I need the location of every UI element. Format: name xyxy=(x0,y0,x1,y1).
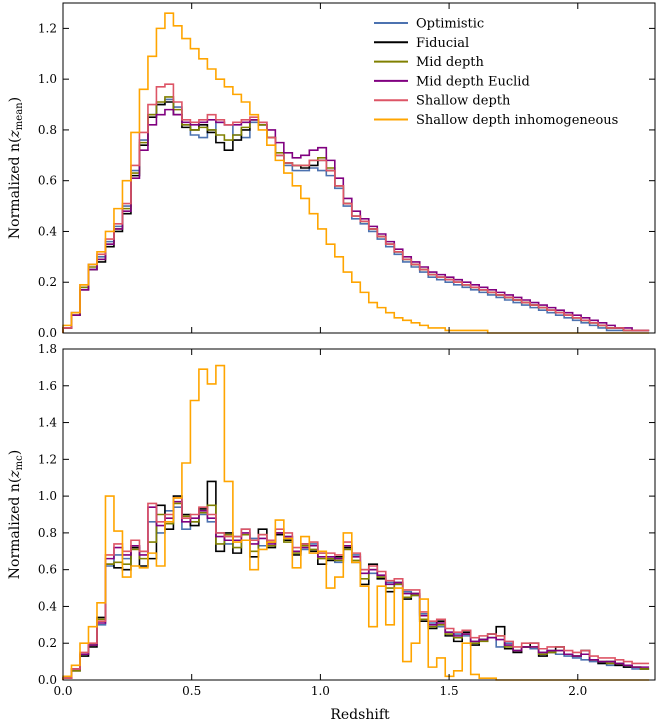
bottom-x-tick-label: 1.5 xyxy=(440,684,459,698)
bottom-series-shallow-depth xyxy=(62,497,650,680)
top-series-shallow-depth-inhomogeneous xyxy=(62,12,650,334)
top-series-shallow-depth xyxy=(62,83,650,333)
bottom-series-optimistic xyxy=(62,506,650,680)
top-plot-frame xyxy=(62,2,656,334)
bottom-y-tick-label: 0.8 xyxy=(38,526,57,540)
top-series-fiducial xyxy=(62,101,650,333)
bottom-x-tick-label: 0.5 xyxy=(182,684,201,698)
bottom-y-tick-label: 1.2 xyxy=(38,452,57,466)
legend-item: Fiducial xyxy=(374,36,469,51)
bottom-y-tick-label: 0.6 xyxy=(38,563,57,577)
bottom-y-tick-label: 0.2 xyxy=(38,636,57,650)
top-y-tick-label: 0.6 xyxy=(38,174,57,188)
legend: Optimistic Fiducial Mid depth Mid depth Euc… xyxy=(374,17,618,128)
bottom-y-tick-label: 1.6 xyxy=(38,379,57,393)
bottom-series-mid-depth-euclid xyxy=(62,500,650,680)
top-series-mid-depth xyxy=(62,96,650,333)
legend-item: Mid depth Euclid xyxy=(374,74,530,89)
bottom-y-tick-label: 1.8 xyxy=(38,342,57,356)
bottom-x-tick-label: 2.0 xyxy=(568,684,587,698)
legend-label: Mid depth xyxy=(416,55,484,70)
legend-item: Shallow depth xyxy=(374,94,511,109)
legend-item: Optimistic xyxy=(374,17,484,32)
legend-label: Fiducial xyxy=(416,36,469,51)
legend-label: Optimistic xyxy=(416,17,484,32)
legend-label: Shallow depth inhomogeneous xyxy=(416,113,618,128)
bottom-y-tick-label: 0.0 xyxy=(38,673,57,687)
bottom-series-shallow-depth-inhomogeneous xyxy=(62,364,650,681)
bottom-y-axis-label: Normalized n(zmc) xyxy=(7,450,25,579)
bottom-y-tick-label: 0.4 xyxy=(38,599,57,613)
top-y-tick-label: 0.4 xyxy=(38,224,57,238)
bottom-y-tick-label: 1.0 xyxy=(38,489,57,503)
top-series-mid-depth-euclid xyxy=(62,108,650,333)
top-y-tick-label: 0.2 xyxy=(38,275,57,289)
top-y-tick-label: 1.0 xyxy=(38,72,57,86)
legend-item: Shallow depth inhomogeneous xyxy=(374,113,618,128)
bottom-x-tick-label: 1.0 xyxy=(311,684,330,698)
top-panel: 0.0 0.2 0.4 0.6 0.8 1.0 1.2 Normalized n(zmean)… xyxy=(7,2,656,340)
legend-label: Shallow depth xyxy=(416,94,511,109)
bottom-panel: 0.0 0.5 1.0 1.5 2.0 0.0 0.2 0.4 0.6 0.8 1.0 1.2 1.4 1… xyxy=(7,342,656,698)
top-y-tick-label: 0.8 xyxy=(38,123,57,137)
top-y-tick-label: 0.0 xyxy=(38,326,57,340)
legend-label: Mid depth Euclid xyxy=(416,74,530,89)
bottom-y-tick-label: 1.4 xyxy=(38,416,57,430)
bottom-plot-frame xyxy=(62,348,656,681)
top-y-axis-label: Normalized n(zmean) xyxy=(7,97,25,239)
bottom-x-tick-label: 0.0 xyxy=(53,684,72,698)
top-y-tick-label: 1.2 xyxy=(38,21,57,35)
legend-item: Mid depth xyxy=(374,55,484,70)
x-axis-label: Redshift xyxy=(330,707,390,723)
